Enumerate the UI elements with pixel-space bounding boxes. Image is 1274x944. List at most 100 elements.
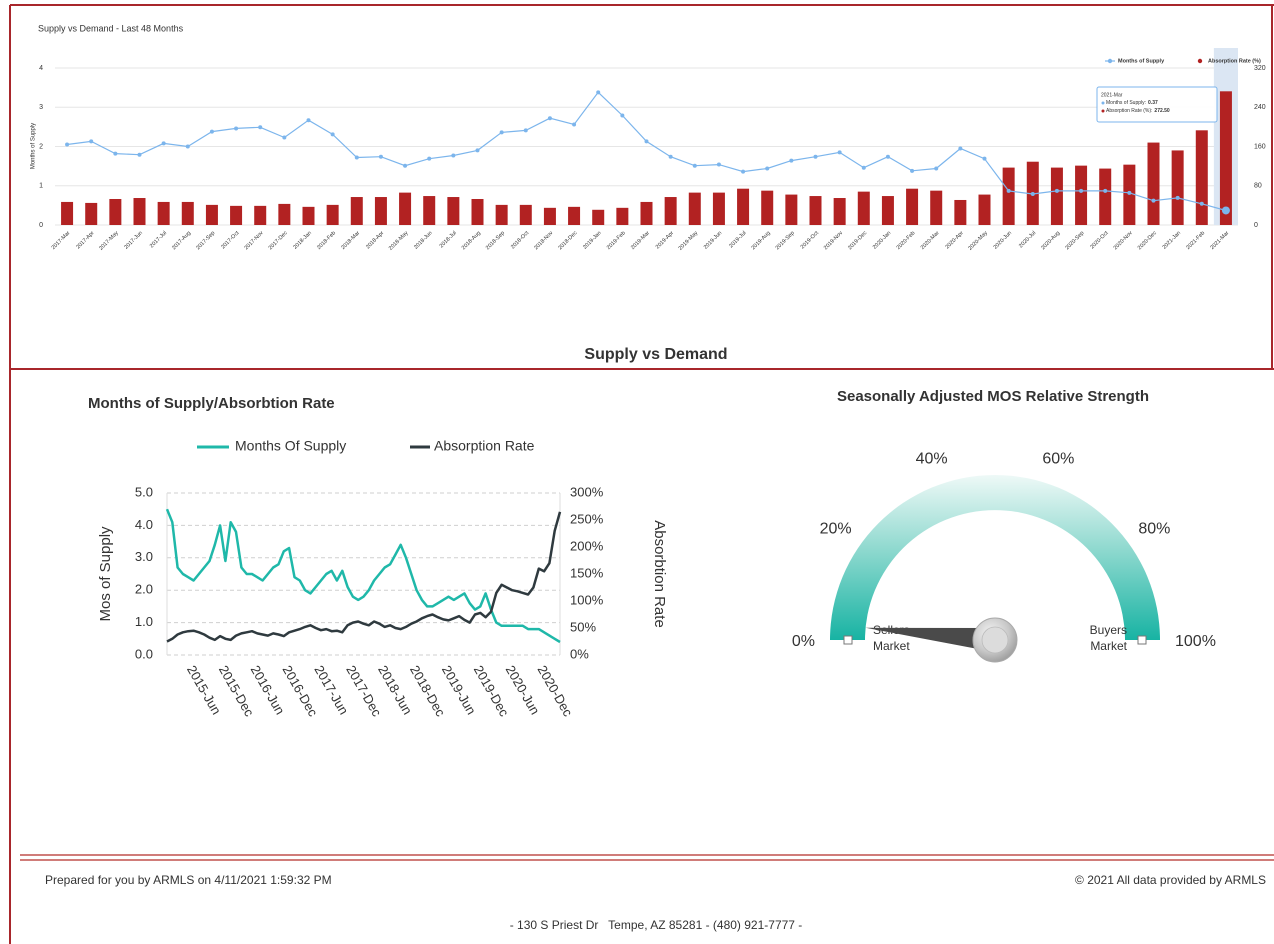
x-tick-label: 2019-Jan — [582, 230, 602, 250]
x-tick-label: 2019-Mar — [630, 230, 651, 251]
y2-tick-label: 0% — [570, 646, 589, 661]
x-tick-label: 2019-Sep — [775, 230, 796, 251]
gauge-tick-label: 80% — [1138, 520, 1170, 537]
y-tick-label: 0.0 — [135, 646, 153, 661]
line-point — [1175, 195, 1180, 200]
gauge-chart: Seasonally Adjusted MOS Relative Strengt… — [792, 388, 1216, 663]
x-tick-label: 2020-Nov — [1113, 230, 1134, 251]
y-tick-label: 3.0 — [135, 549, 153, 564]
x-tick-label: 2019-Dec — [847, 230, 868, 251]
bar — [326, 204, 339, 225]
x-tick-label: 2018-Jul — [439, 230, 458, 249]
bar — [230, 205, 243, 225]
line-point — [1006, 188, 1011, 193]
line-point — [910, 168, 915, 173]
bar — [712, 192, 725, 225]
line — [165, 508, 561, 644]
x-tick-label: 2021-Feb — [1185, 230, 1206, 251]
gauge-end-marker — [843, 635, 853, 645]
line-point — [1079, 188, 1084, 193]
tooltip-line: Absorption Rate (%): 272.50 — [1106, 108, 1170, 114]
bar — [423, 196, 436, 225]
bar — [109, 198, 122, 225]
y-tick-label: 4 — [39, 65, 43, 72]
gauge-tick-label: 0% — [792, 633, 815, 650]
legend-marker — [1197, 58, 1203, 64]
line-point — [741, 169, 746, 174]
bar — [930, 190, 943, 225]
tooltip-label: Absorption Rate (%): — [1106, 108, 1152, 114]
bar — [495, 204, 508, 225]
line-point — [958, 146, 963, 151]
bar — [278, 203, 291, 225]
x-tick-label: 2017-Aug — [171, 230, 192, 251]
x-tick-label: 2020-Jan — [872, 230, 892, 250]
line-point — [499, 130, 504, 135]
x-tick-label: 2019-May — [678, 230, 700, 252]
y2-tick-label: 100% — [570, 592, 604, 607]
line-point — [1199, 201, 1204, 206]
gauge-needle — [865, 627, 997, 652]
x-tick-label: 2020-Sep — [1064, 230, 1085, 251]
bar — [954, 199, 967, 225]
bar — [568, 206, 581, 225]
bar — [761, 190, 774, 225]
bar — [1002, 167, 1015, 225]
x-tick-label: 2018-Jan — [292, 230, 312, 250]
x-tick-label: 2021-Mar — [1209, 230, 1230, 251]
line-point — [427, 156, 432, 161]
line-point — [934, 166, 939, 171]
bar — [616, 207, 629, 225]
x-tick-label: 2018-Mar — [340, 230, 361, 251]
bar — [881, 196, 894, 225]
bar — [447, 197, 460, 225]
x-tick-label: 2018-May — [388, 230, 410, 252]
line-point — [692, 163, 697, 168]
line-point — [644, 139, 649, 144]
line-point — [668, 154, 673, 159]
x-tick-label: 2017-Oct — [220, 230, 241, 251]
line-point — [137, 152, 142, 157]
bar — [471, 198, 484, 225]
x-tick-label: 2018-Jun — [413, 230, 433, 250]
bar — [1147, 142, 1160, 225]
x-tick-label: 2017-Mar — [51, 230, 72, 251]
bar — [1171, 150, 1184, 225]
y-tick-label: 2 — [39, 143, 43, 150]
bar — [1050, 167, 1063, 225]
line-point — [161, 141, 166, 146]
x-tick-label: 2017-Jul — [149, 230, 168, 249]
bar — [157, 201, 170, 225]
bar — [592, 209, 605, 225]
y-tick-label: 1 — [39, 183, 43, 190]
x-tick-label: 2020-Feb — [896, 230, 917, 251]
y2-tick-label: 160 — [1254, 143, 1266, 150]
bar — [85, 202, 98, 225]
bar — [809, 196, 822, 225]
bar — [374, 197, 387, 225]
tooltip-bullet — [1101, 109, 1105, 113]
y2-tick-label: 300% — [570, 484, 604, 499]
line-point — [596, 90, 601, 95]
gauge-tick-label: 40% — [916, 451, 948, 468]
legend-label: Months Of Supply — [235, 438, 346, 454]
x-tick-label: 2017-Dec — [268, 230, 289, 251]
x-tick-label: 2020-Dec — [534, 663, 575, 720]
x-tick-label: 2018-Nov — [533, 230, 554, 251]
gauge-side-label: Market — [1090, 639, 1127, 653]
y-tick-label: 2.0 — [135, 582, 153, 597]
y2-tick-label: 150% — [570, 565, 604, 580]
x-tick-label: 2018-Dec — [557, 230, 578, 251]
x-tick-label: 2020-Dec — [1137, 230, 1158, 251]
legend-label: Absorption Rate (%) — [1208, 58, 1261, 64]
x-tick-label: 2021-Jan — [1162, 230, 1182, 250]
y-tick-label: 3 — [39, 104, 43, 111]
bar — [906, 188, 919, 225]
bar — [205, 204, 218, 225]
bar — [785, 194, 798, 225]
line-point — [837, 150, 842, 155]
line-point — [1030, 191, 1035, 196]
bar — [1075, 165, 1088, 225]
y-tick-label: 4.0 — [135, 517, 153, 532]
